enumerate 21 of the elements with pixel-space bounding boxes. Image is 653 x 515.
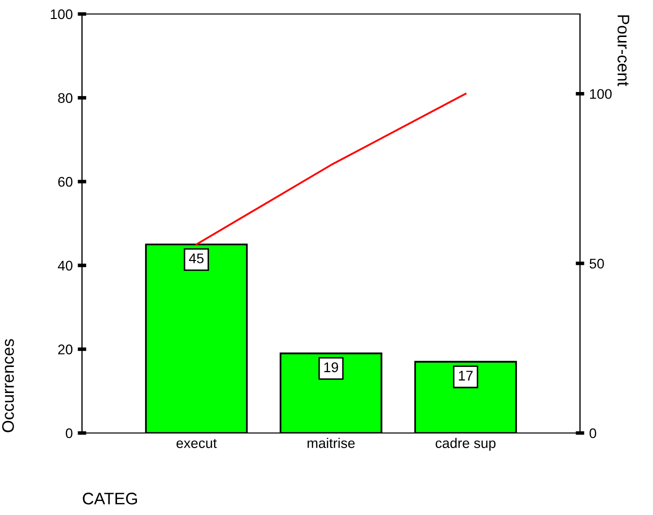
y-tick-label: 40 [58, 260, 72, 271]
bar [280, 352, 382, 433]
y2-tick-label: 50 [590, 258, 604, 269]
y-tick-label: 60 [58, 176, 72, 187]
x-tick-label: maitrise [308, 438, 355, 448]
y2-tick-label: 0 [590, 428, 596, 438]
y2-axis-title: Pour-cent [618, 15, 630, 86]
bar [145, 244, 248, 433]
x-tick-label: cadre sup [436, 438, 496, 451]
bar [414, 360, 517, 433]
data-label: 19 [324, 362, 338, 372]
x-axis-title: CATEG [82, 492, 137, 504]
data-label: 17 [458, 370, 473, 380]
y-axis-title: Occurrences [2, 339, 14, 432]
y-tick-label: 80 [58, 93, 72, 103]
x-tick-label: execut [176, 438, 217, 448]
y-tick-label: 100 [50, 9, 72, 20]
y-tick-label: 0 [66, 428, 72, 438]
y-tick-label: 20 [58, 344, 72, 354]
data-label: 45 [189, 254, 204, 264]
y2-tick-label: 100 [590, 89, 612, 99]
